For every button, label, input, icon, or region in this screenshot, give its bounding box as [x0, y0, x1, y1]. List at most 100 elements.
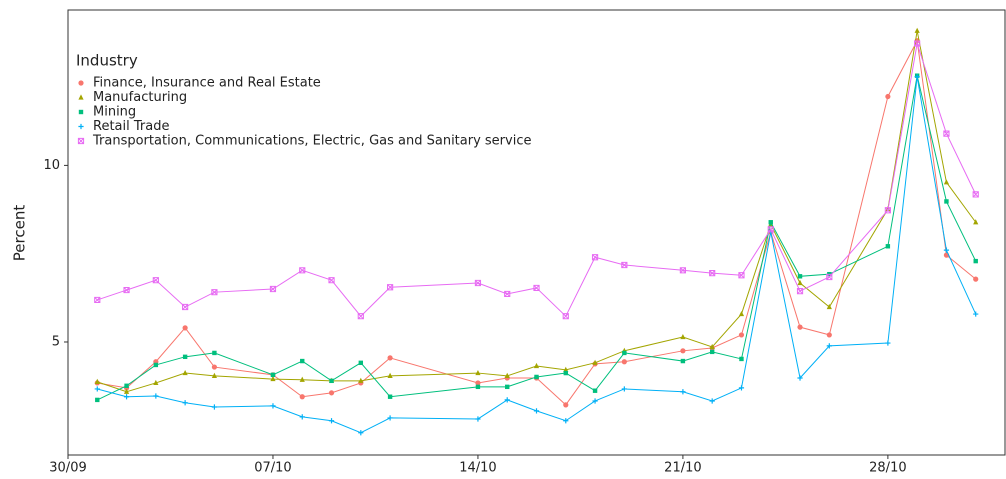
data-point — [387, 355, 393, 361]
data-point — [796, 288, 804, 295]
y-tick-label: 10 — [43, 158, 60, 173]
data-point — [826, 303, 832, 310]
data-point — [563, 402, 569, 408]
data-point — [533, 362, 540, 369]
legend-label: Mining — [93, 105, 136, 120]
data-point — [387, 415, 393, 421]
data-point — [475, 416, 481, 422]
data-point — [709, 398, 715, 404]
legend-label: Transportation, Communications, Electric… — [92, 134, 531, 149]
data-point — [153, 393, 159, 399]
legend-label: Manufacturing — [93, 90, 187, 105]
data-point — [738, 310, 745, 317]
y-axis-label: Percent — [11, 205, 29, 262]
data-point — [123, 286, 130, 294]
data-point — [182, 400, 188, 406]
data-point — [329, 378, 334, 384]
data-point — [680, 358, 686, 364]
data-point — [153, 362, 159, 368]
data-point — [211, 404, 218, 410]
data-point — [563, 370, 568, 376]
data-point — [152, 277, 159, 284]
legend-marker — [78, 94, 84, 100]
x-tick-label: 21/10 — [664, 461, 701, 476]
data-point — [299, 394, 305, 400]
data-point — [533, 284, 540, 292]
data-point — [797, 279, 803, 286]
data-point — [973, 276, 979, 282]
data-point — [94, 378, 100, 384]
data-point — [300, 358, 305, 364]
data-point — [739, 356, 744, 362]
data-point — [797, 274, 803, 279]
data-point — [123, 394, 130, 400]
legend-title: Industry — [76, 52, 138, 70]
data-point — [767, 226, 774, 233]
legend-marker — [77, 137, 85, 145]
data-point — [622, 350, 627, 356]
data-point — [884, 207, 891, 214]
data-point — [944, 199, 949, 204]
data-point — [211, 372, 218, 378]
data-point — [563, 366, 569, 372]
data-point — [504, 397, 510, 403]
data-point — [768, 220, 773, 225]
legend-marker — [78, 80, 84, 86]
data-point — [270, 375, 276, 382]
data-point — [153, 379, 159, 386]
data-point — [182, 303, 189, 311]
data-point — [182, 354, 188, 360]
data-point — [124, 383, 129, 388]
data-point — [328, 277, 335, 284]
data-point — [621, 386, 627, 392]
data-point — [211, 289, 218, 296]
data-point — [269, 285, 277, 293]
data-point — [885, 93, 891, 100]
data-point — [328, 390, 335, 396]
data-point — [797, 375, 803, 381]
data-point — [387, 372, 393, 378]
data-point — [475, 380, 481, 386]
data-point — [973, 219, 979, 225]
data-point — [973, 311, 979, 317]
data-point — [738, 332, 745, 338]
data-point — [123, 388, 130, 394]
data-point — [943, 179, 950, 185]
data-point — [387, 394, 393, 399]
data-point — [943, 247, 950, 253]
y-tick-label: 5 — [52, 334, 60, 349]
data-point — [299, 376, 305, 382]
data-point — [182, 369, 188, 376]
data-point — [95, 397, 100, 403]
series-line — [97, 75, 977, 401]
data-point — [709, 270, 716, 277]
data-point — [592, 359, 598, 365]
data-point — [357, 313, 364, 320]
data-point — [973, 258, 978, 264]
data-point — [299, 414, 305, 420]
data-point — [94, 296, 101, 304]
data-point — [885, 244, 891, 249]
data-point — [358, 360, 364, 366]
data-point — [592, 398, 598, 404]
data-point — [358, 430, 364, 436]
data-point — [504, 372, 510, 378]
data-point — [826, 343, 832, 349]
data-point — [474, 279, 482, 287]
data-point — [738, 385, 745, 391]
data-point — [679, 267, 687, 274]
legend-label: Finance, Insurance and Real Estate — [93, 76, 321, 91]
data-point — [386, 284, 394, 291]
data-point — [270, 403, 276, 409]
data-point — [299, 267, 306, 274]
data-point — [211, 364, 218, 370]
legend-label: Retail Trade — [93, 119, 169, 134]
data-point — [592, 388, 598, 393]
data-point — [328, 418, 335, 424]
series-line — [97, 30, 977, 393]
data-point — [534, 374, 539, 380]
data-point — [562, 313, 569, 320]
series-line — [97, 76, 977, 434]
data-point — [621, 359, 627, 365]
